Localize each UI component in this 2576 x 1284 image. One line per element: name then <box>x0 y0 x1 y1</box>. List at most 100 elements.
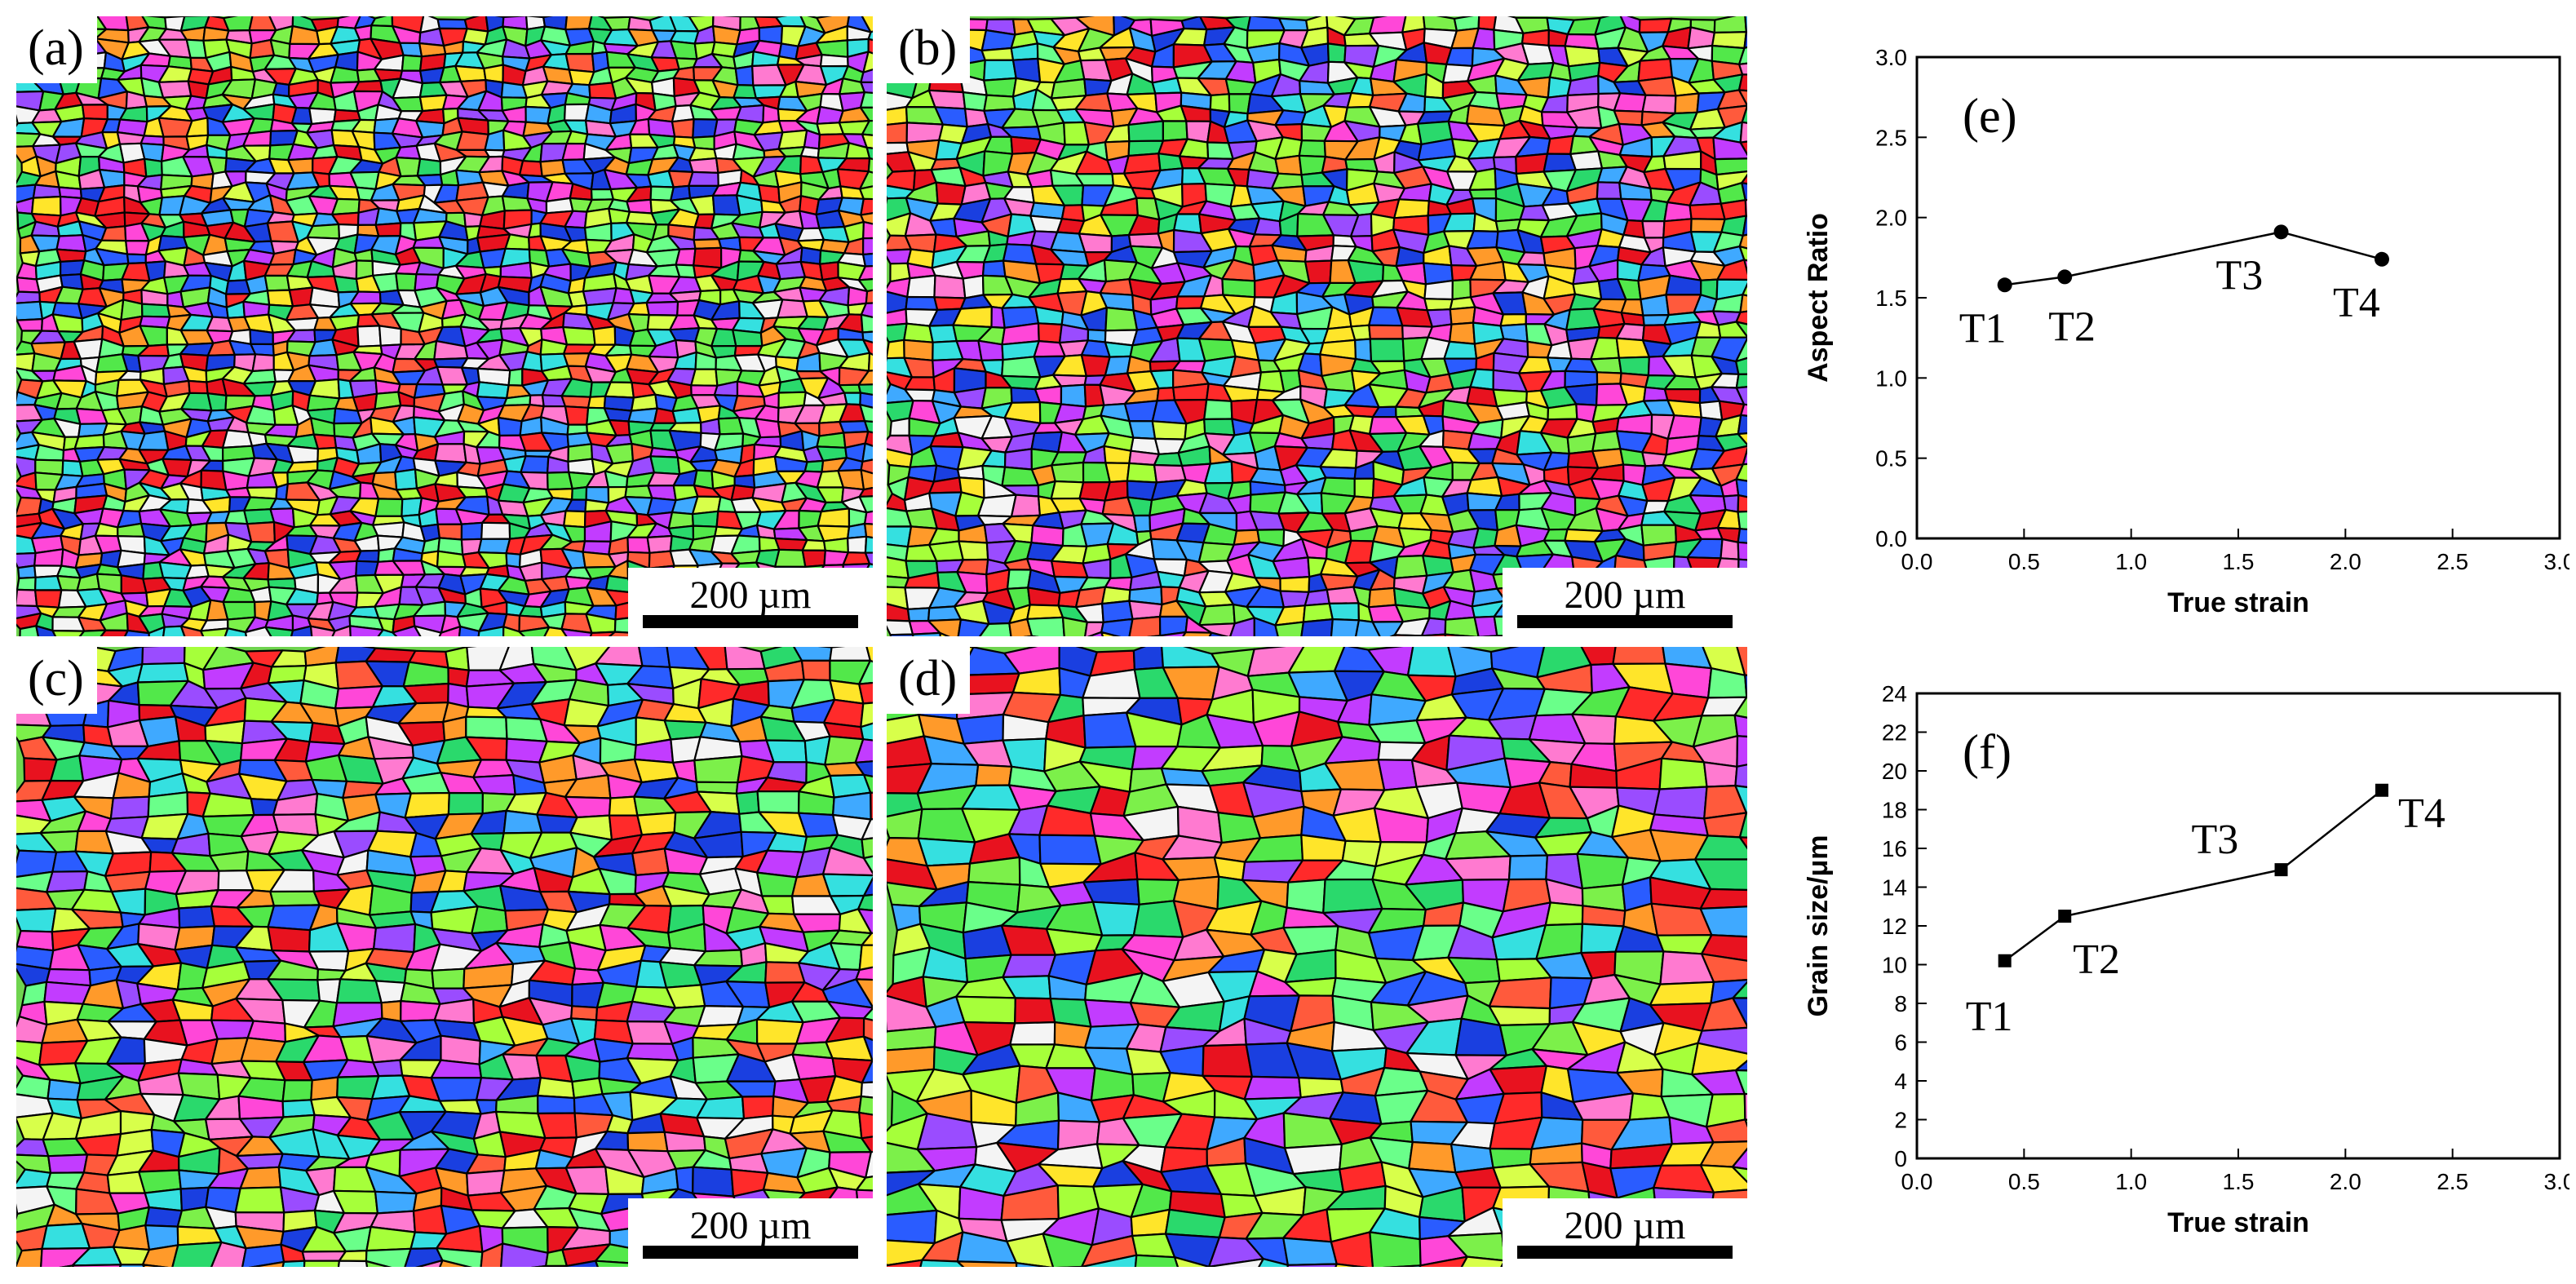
grain <box>1050 480 1085 500</box>
grain <box>1715 432 1747 452</box>
grain <box>1448 321 1476 345</box>
grain <box>210 1241 247 1267</box>
grain <box>349 625 384 636</box>
grain <box>859 91 873 109</box>
grain <box>1026 616 1065 636</box>
grain <box>797 812 839 838</box>
grain <box>1444 616 1480 636</box>
grain <box>756 790 800 814</box>
grain <box>1468 188 1498 200</box>
grain <box>1697 1026 1747 1055</box>
grain <box>631 848 670 876</box>
grain <box>1443 340 1478 360</box>
grain <box>1128 615 1162 636</box>
grain <box>356 549 380 563</box>
grain <box>1700 934 1747 962</box>
grain <box>1254 217 1282 237</box>
grain <box>249 329 274 346</box>
grain <box>458 625 480 636</box>
grain <box>434 443 467 464</box>
grain <box>638 647 671 668</box>
grain <box>1735 356 1747 375</box>
grain <box>1740 403 1747 417</box>
micrograph-panel-b: (b) 200 µm <box>887 16 1747 636</box>
grain <box>1737 541 1747 561</box>
grain <box>59 1264 74 1267</box>
grain <box>857 370 873 386</box>
grain <box>1009 1021 1056 1046</box>
grain <box>524 105 552 125</box>
grain <box>854 760 873 778</box>
grain <box>928 540 964 562</box>
grain <box>1229 617 1255 636</box>
grain <box>248 1260 285 1267</box>
grain <box>1353 477 1375 499</box>
grain <box>46 1078 82 1101</box>
grain <box>141 1244 179 1267</box>
grain <box>1658 757 1708 790</box>
grain <box>586 395 607 410</box>
grain <box>671 407 702 424</box>
grain <box>16 576 37 591</box>
grain <box>734 64 755 86</box>
grain <box>1733 714 1747 738</box>
grain <box>1326 42 1347 64</box>
grain <box>975 764 1013 787</box>
grain <box>1203 398 1233 421</box>
grain <box>862 1035 873 1062</box>
grain <box>1638 17 1673 33</box>
grain <box>1739 121 1747 144</box>
grain <box>1693 835 1747 861</box>
grain <box>1744 674 1747 698</box>
grain <box>1343 539 1374 565</box>
grain <box>1591 430 1622 453</box>
grain <box>1393 554 1428 580</box>
grain <box>1569 150 1604 171</box>
grain <box>777 129 808 150</box>
grain <box>645 300 679 317</box>
grain <box>1699 888 1747 910</box>
grain <box>81 104 108 121</box>
grain <box>791 1053 837 1081</box>
grain <box>157 80 193 99</box>
grain <box>693 755 743 784</box>
grain <box>309 625 336 636</box>
grain <box>1737 62 1747 76</box>
grain <box>861 133 873 149</box>
grain <box>1354 338 1373 363</box>
grain <box>16 1168 52 1189</box>
grain <box>365 1260 392 1267</box>
grain <box>1741 173 1747 185</box>
grain <box>1369 338 1405 363</box>
grain <box>234 1186 285 1214</box>
grain-map-b <box>887 16 1747 636</box>
grain <box>330 66 361 84</box>
grain <box>859 392 873 409</box>
grain <box>109 795 150 820</box>
grain <box>16 565 37 580</box>
grain <box>439 1259 472 1267</box>
grain <box>445 647 470 671</box>
grain <box>1082 558 1112 580</box>
grain <box>460 521 484 541</box>
grain <box>859 185 873 201</box>
grain <box>188 379 209 395</box>
grain <box>1515 153 1549 175</box>
grain <box>774 548 807 569</box>
grain <box>1741 104 1747 124</box>
grain <box>352 79 383 93</box>
grain <box>1742 446 1747 466</box>
grain <box>331 625 352 636</box>
grain <box>373 923 417 954</box>
grain <box>1488 976 1552 1010</box>
grain <box>372 1059 404 1078</box>
scale-bar-text-b: 200 µm <box>1564 573 1686 617</box>
grain <box>454 64 487 83</box>
grain <box>1300 618 1334 636</box>
grain <box>306 223 341 240</box>
grain <box>862 773 873 795</box>
grain <box>1738 812 1747 839</box>
panel-label-a: (a) <box>16 16 97 83</box>
grain <box>858 495 873 514</box>
grain <box>246 520 276 543</box>
